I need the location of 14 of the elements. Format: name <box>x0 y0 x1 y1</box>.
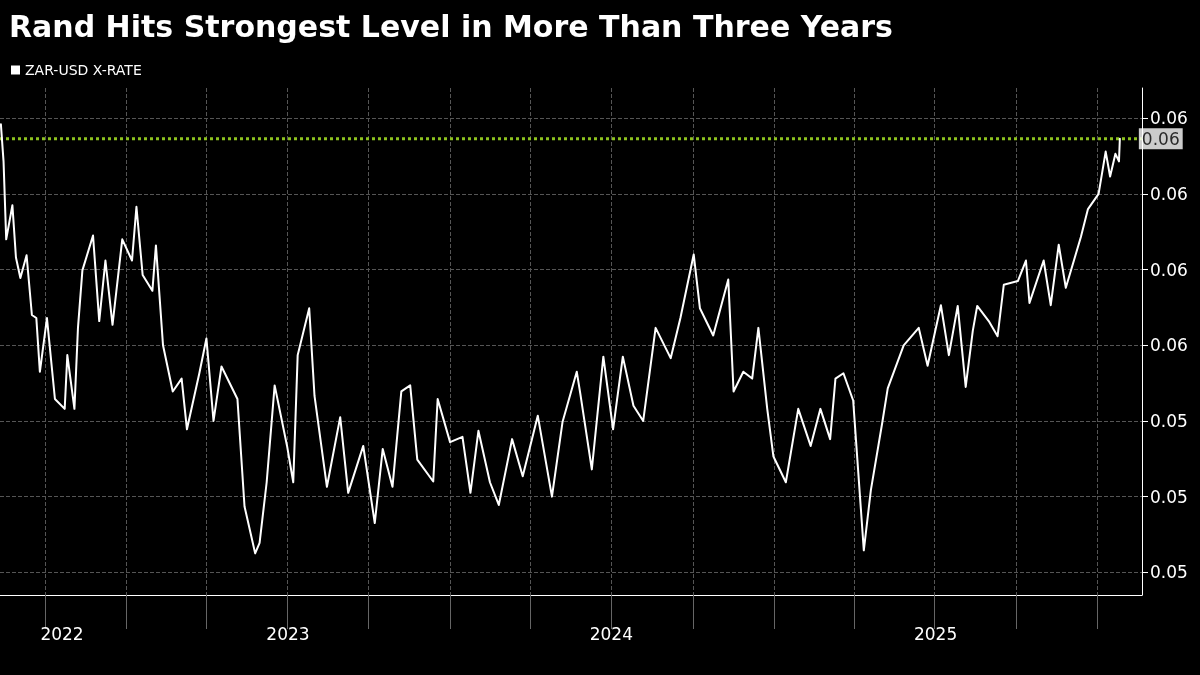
y-tick-label: 0.06 <box>1150 259 1188 280</box>
x-tick-label: 2025 <box>913 623 958 644</box>
y-tick-label: 0.06 <box>1150 183 1188 204</box>
legend-label: ZAR-USD X-RATE <box>25 62 142 78</box>
line-series <box>0 123 1121 555</box>
x-tick-label: 2024 <box>589 623 633 644</box>
x-tick-label: 2023 <box>266 623 310 644</box>
y-tick-label: 0.05 <box>1150 410 1188 431</box>
y-tick-label: 0.05 <box>1150 486 1188 507</box>
y-tick-label: 0.05 <box>1150 562 1188 583</box>
chart-title: Rand Hits Strongest Level in More Than Three Years <box>9 8 893 44</box>
y-tick-label: 0.06 <box>1150 108 1188 129</box>
x-tick-label: 2022 <box>40 623 84 644</box>
y-tick-label: 0.06 <box>1150 335 1188 356</box>
